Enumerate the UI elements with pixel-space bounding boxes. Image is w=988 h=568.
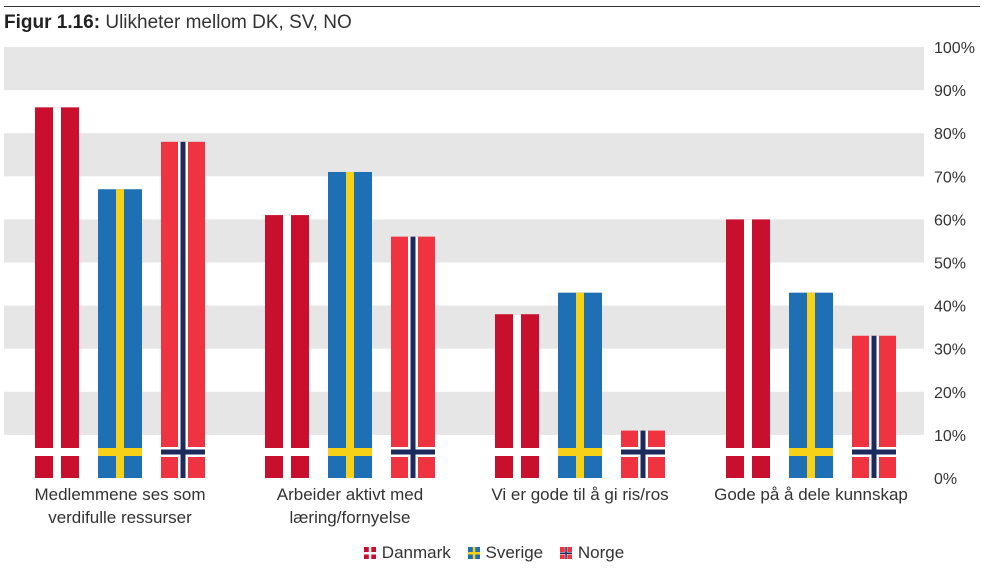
legend: Danmark Sverige Norge	[0, 543, 988, 563]
swatch-cross-v	[368, 547, 372, 559]
flag-cross-vertical	[53, 107, 61, 478]
grid-band	[4, 47, 924, 91]
x-category-label: Medlemmene ses som	[34, 485, 205, 504]
legend-label-danmark: Danmark	[381, 543, 451, 562]
legend-label-sverige: Sverige	[485, 543, 544, 562]
flag-cross-vertical	[744, 219, 752, 478]
y-tick-label: 100%	[934, 40, 975, 57]
y-tick-label: 0%	[934, 471, 957, 488]
y-tick-label: 20%	[934, 385, 966, 402]
bar-sverige-3	[789, 292, 833, 478]
y-tick-label: 10%	[934, 428, 966, 445]
bar-sverige-1	[328, 171, 372, 479]
bar-danmark-2	[495, 314, 539, 478]
swatch-cross-v	[472, 547, 475, 559]
flag-cross-vertical	[346, 171, 354, 479]
bar-sverige-2	[558, 292, 602, 478]
grid-band	[4, 133, 924, 177]
legend-label-norge: Norge	[577, 543, 625, 562]
flag-cross-inner-vertical	[640, 430, 646, 478]
y-tick-label: 70%	[934, 169, 966, 186]
norge-flag-icon	[559, 547, 572, 559]
figure-title: Figur 1.16: Ulikheter mellom DK, SV, NO	[4, 12, 352, 34]
y-tick-label: 30%	[934, 342, 966, 359]
bar-chart: 0% 10% 20% 30% 40% 50% 60% 70% 80% 90% 100% Medlemm…	[4, 40, 975, 527]
x-category-label: Gode på å dele kunnskap	[714, 485, 908, 504]
bar-danmark-0	[35, 107, 79, 478]
legend-item-norge: Norge	[559, 543, 625, 563]
bar-danmark-3	[726, 219, 770, 478]
flag-cross-vertical	[807, 292, 815, 478]
legend-swatch-graphic	[559, 547, 572, 559]
bar-norge-3	[852, 335, 896, 478]
legend-item-danmark: Danmark	[363, 543, 451, 563]
x-category-label: Vi er gode til å gi ris/ros	[491, 485, 668, 504]
swatch-cross-inner-v	[565, 547, 567, 559]
flag-cross-vertical	[116, 189, 124, 479]
bar-sverige-0	[98, 189, 142, 479]
flag-cross-inner-vertical	[871, 335, 877, 478]
bar-norge-2	[621, 430, 665, 478]
danmark-flag-icon	[363, 547, 376, 559]
grid-band	[4, 391, 924, 435]
grid-band	[4, 305, 924, 349]
figure-title-text: Ulikheter mellom DK, SV, NO	[105, 12, 352, 33]
y-tick-label: 50%	[934, 256, 966, 273]
grid-band	[4, 219, 924, 263]
bar-norge-1	[391, 236, 435, 478]
y-tick-label: 80%	[934, 126, 966, 143]
flag-cross-inner-vertical	[180, 141, 186, 478]
x-category-label: Arbeider aktivt med	[277, 485, 423, 504]
top-rule	[4, 6, 980, 7]
flag-cross-vertical	[283, 215, 291, 478]
legend-item-sverige: Sverige	[467, 543, 544, 563]
y-tick-label: 90%	[934, 83, 966, 100]
y-tick-label: 40%	[934, 299, 966, 316]
bar-norge-0	[161, 141, 205, 478]
flag-cross-vertical	[513, 314, 521, 478]
flag-cross-inner-vertical	[410, 236, 416, 478]
bar-danmark-1	[265, 215, 309, 478]
y-tick-label: 60%	[934, 212, 966, 229]
x-category-label: læring/fornyelse	[290, 508, 411, 527]
figure-label: Figur 1.16:	[4, 12, 101, 33]
legend-swatch-graphic	[467, 547, 480, 559]
legend-swatch-graphic	[363, 547, 376, 559]
sverige-flag-icon	[467, 547, 480, 559]
x-category-label: verdifulle ressurser	[48, 508, 192, 527]
flag-cross-vertical	[576, 292, 584, 478]
